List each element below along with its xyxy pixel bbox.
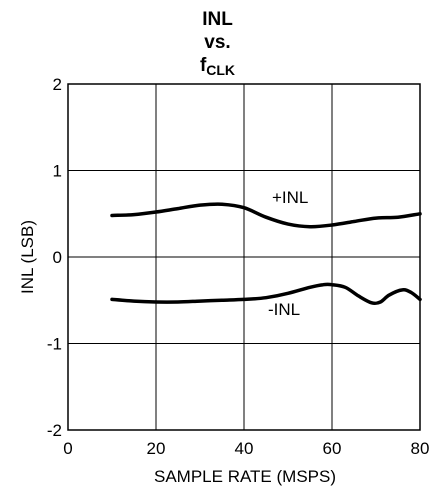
y-tick-label: 2 [53, 75, 62, 94]
grid [67, 83, 421, 431]
chart-title-line3: fCLK [0, 56, 435, 80]
y-axis-label: INL (LSB) [18, 220, 37, 294]
x-tick-label: 20 [147, 439, 166, 458]
y-tick-label: -2 [47, 421, 62, 440]
series-label-minus-inl: -INL [268, 300, 300, 319]
x-axis-label: SAMPLE RATE (MSPS) [154, 467, 336, 486]
series-lines [110, 202, 422, 306]
y-tick-label: 1 [53, 162, 62, 181]
chart-title-f: f [199, 55, 207, 76]
x-tick-label: 80 [411, 439, 430, 458]
y-tick-label: 0 [53, 248, 62, 267]
plot-frame [67, 83, 421, 431]
x-tick-labels: 0 20 40 60 80 [63, 439, 429, 458]
chart-title-line1: INL [202, 9, 233, 30]
y-tick-labels: 2 1 0 -1 -2 [47, 75, 62, 440]
series-label-plus-inl: +INL [272, 188, 308, 207]
chart-title-clk: CLK [206, 62, 236, 78]
y-tick-label: -1 [47, 335, 62, 354]
series-line-minus-inl [110, 282, 422, 306]
x-tick-label: 60 [323, 439, 342, 458]
series-line-plus-inl [110, 202, 422, 229]
x-tick-label: 40 [235, 439, 254, 458]
chart-title-line2: vs. [204, 32, 231, 53]
x-tick-label: 0 [63, 439, 72, 458]
